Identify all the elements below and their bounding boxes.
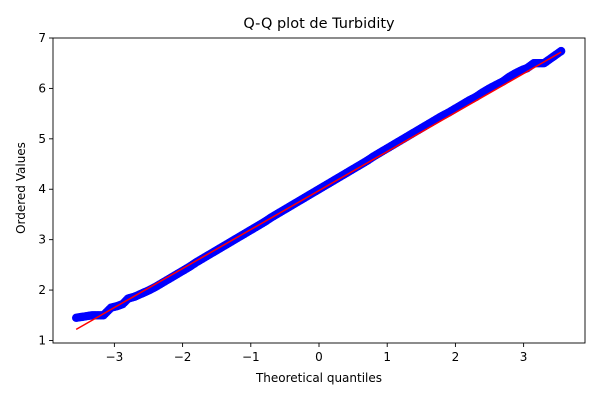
y-tick-label: 7: [38, 31, 46, 45]
data-points: [71, 46, 566, 322]
y-tick-label: 6: [38, 81, 46, 95]
x-axis-label: Theoretical quantiles: [255, 371, 382, 385]
y-tick-label: 1: [38, 333, 46, 347]
x-tick-label: 3: [520, 350, 528, 364]
x-tick-label: 0: [315, 350, 323, 364]
reference-line: [75, 51, 562, 331]
x-tick-label: 1: [383, 350, 391, 364]
chart-title: Q-Q plot de Turbidity: [243, 16, 395, 32]
x-tick-label: 2: [452, 350, 460, 364]
y-axis-label: Ordered Values: [14, 142, 28, 234]
axes: −3 −2 −1 0 1 2 3 1 2 3 4 5 6 7: [38, 31, 586, 364]
y-tick-label: 5: [38, 132, 46, 146]
y-tick-label: 3: [38, 233, 46, 247]
y-tick-label: 2: [38, 283, 46, 297]
x-tick-label: −1: [242, 350, 260, 364]
y-tick-label: 4: [38, 182, 46, 196]
x-tick-label: −3: [106, 350, 124, 364]
x-tick-label: −2: [174, 350, 192, 364]
plot-area: [71, 46, 566, 331]
